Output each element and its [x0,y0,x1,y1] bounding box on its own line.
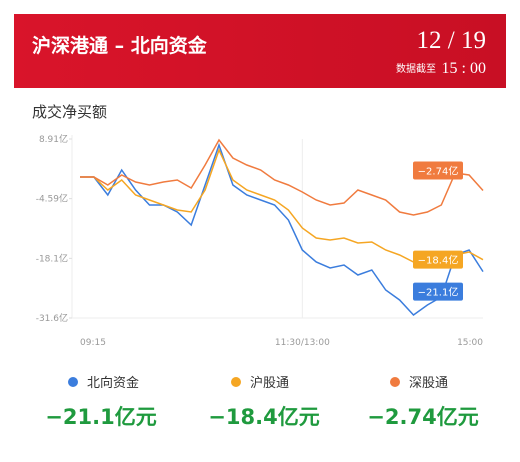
legend-dot [68,377,78,387]
total-value: −21.1亿元 [45,405,156,429]
y-tick-label: -18.1亿 [36,252,68,264]
series-line [80,142,484,316]
y-tick-label: -31.6亿 [36,312,68,324]
series-line [80,138,484,216]
end-label-box [413,282,463,301]
end-label: −21.1亿 [418,286,459,299]
total-value: −18.4亿元 [208,405,319,429]
section-title: 成交净买额 [32,103,107,121]
legend-label: 沪股通 [250,375,289,391]
x-tick-label: 11:30/13:00 [275,338,330,348]
asof-time: 15 : 00 [442,60,486,77]
y-tick-label: -4.59亿 [36,193,68,205]
end-label-box [413,161,463,180]
header-title: 沪深港通 – 北向资金 [32,34,208,57]
end-label-box [413,250,463,269]
end-label: −2.74亿 [418,164,459,177]
header-date: 12 / 19 [417,27,486,54]
asof-label: 数据截至 [396,62,436,75]
y-tick-label: 8.91亿 [39,133,68,145]
plot: 8.91亿 -4.59亿 -18.1亿 -31.6亿 09:15 11:30/13:00 1… [36,133,484,348]
legend-dot [231,377,241,387]
legend-label: 北向资金 [87,375,139,391]
legend-label: 深股通 [409,376,448,391]
x-tick-label: 15:00 [457,338,483,348]
total-value: −2.74亿元 [367,405,478,429]
end-label: −18.4亿 [418,254,459,267]
header-bar [14,14,506,88]
legend-dot [390,377,400,387]
x-tick-label: 09:15 [80,338,106,348]
